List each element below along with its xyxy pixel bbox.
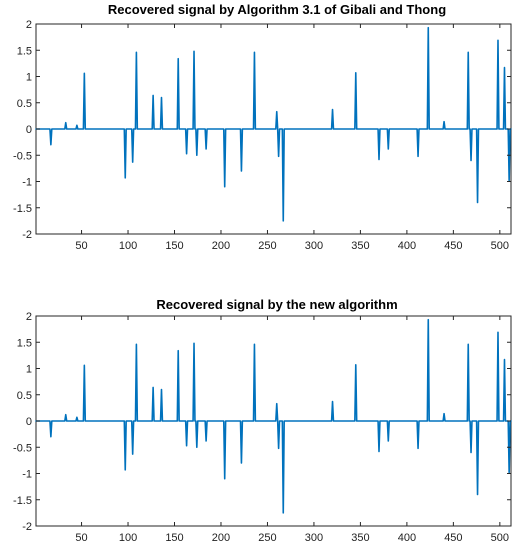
bottom-chart-title: Recovered signal by the new algorithm — [156, 297, 397, 312]
top-x-tick-label: 400 — [398, 240, 416, 252]
top-x-tick-label: 100 — [119, 240, 137, 252]
top-x-tick-label: 150 — [165, 240, 183, 252]
bottom-x-tick-label: 450 — [444, 532, 462, 544]
top-x-tick-label: 300 — [305, 240, 323, 252]
bottom-y-tick-label: -0.5 — [13, 442, 32, 454]
bottom-x-tick-label: 250 — [258, 532, 276, 544]
bottom-x-tick-label: 300 — [305, 532, 323, 544]
top-y-tick-label: -2 — [22, 229, 32, 241]
top-x-tick-label: 50 — [75, 240, 87, 252]
bottom-y-tick-label: 0.5 — [17, 390, 32, 402]
bottom-y-tick-label: -1 — [22, 469, 32, 481]
top-x-tick-label: 250 — [258, 240, 276, 252]
top-chart-panel: Recovered signal by Algorithm 3.1 of Gib… — [13, 2, 512, 252]
bottom-series-line — [35, 318, 512, 514]
top-x-tick-label: 500 — [491, 240, 509, 252]
bottom-y-tick-label: -2 — [22, 521, 32, 533]
bottom-x-tick-label: 400 — [398, 532, 416, 544]
bottom-y-tick-label: 0 — [26, 416, 32, 428]
bottom-y-tick-label: 1 — [26, 364, 32, 376]
bottom-y-tick-label: 2 — [26, 311, 32, 323]
top-x-tick-label: 200 — [212, 240, 230, 252]
top-y-tick-label: 1 — [26, 72, 32, 84]
bottom-x-tick-label: 50 — [75, 532, 87, 544]
top-y-tick-label: 2 — [26, 19, 32, 31]
top-y-tick-label: 1.5 — [17, 45, 32, 57]
top-series-line — [35, 26, 512, 222]
top-y-tick-label: 0 — [26, 124, 32, 136]
bottom-y-tick-label: 1.5 — [17, 337, 32, 349]
bottom-y-tick-label: -1.5 — [13, 495, 32, 507]
top-y-tick-label: 0.5 — [17, 98, 32, 110]
top-y-tick-label: -1.5 — [13, 203, 32, 215]
bottom-x-tick-label: 200 — [212, 532, 230, 544]
bottom-chart-panel: Recovered signal by the new algorithm 50… — [13, 297, 512, 544]
top-y-tick-label: -1 — [22, 177, 32, 189]
top-y-tick-label: -0.5 — [13, 150, 32, 162]
bottom-x-tick-label: 150 — [165, 532, 183, 544]
top-x-tick-label: 450 — [444, 240, 462, 252]
bottom-x-tick-label: 100 — [119, 532, 137, 544]
bottom-x-tick-label: 350 — [351, 532, 369, 544]
top-x-tick-label: 350 — [351, 240, 369, 252]
top-chart-title: Recovered signal by Algorithm 3.1 of Gib… — [108, 2, 446, 17]
bottom-x-tick-label: 500 — [491, 532, 509, 544]
